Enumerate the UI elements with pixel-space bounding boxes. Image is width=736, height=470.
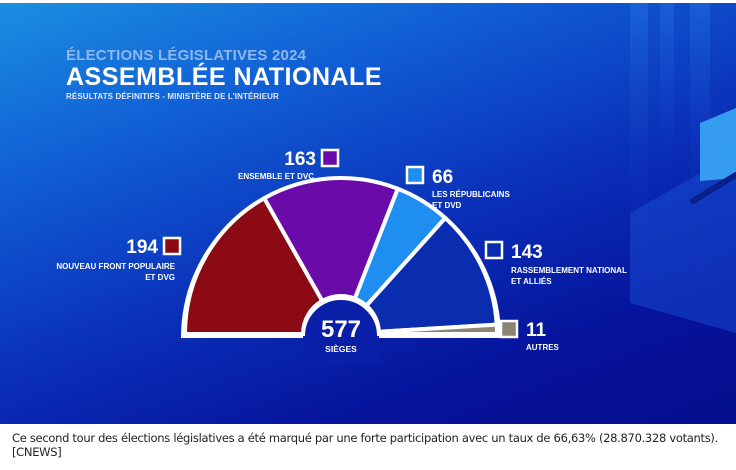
photo-caption: Ce second tour des élections législative… xyxy=(12,431,718,459)
header-title: ASSEMBLÉE NATIONALE xyxy=(66,63,382,91)
hub-outline xyxy=(301,296,381,337)
legend-swatch xyxy=(484,240,504,260)
legend-swatch xyxy=(162,236,182,256)
party-name-label: ET DVG xyxy=(145,273,175,282)
legend-item-ensemble-et-dvc: 163 ENSEMBLE ET DVC xyxy=(238,148,340,181)
party-name-label: AUTRES xyxy=(526,343,560,352)
legend-item-autres: 11 AUTRES xyxy=(499,319,560,352)
total-badge: 577 SIÈGES xyxy=(321,316,361,354)
hemicycle-chart: 194 NOUVEAU FRONT POPULAIRE ET DVG 163 ENSEM… xyxy=(56,148,627,364)
legend-swatch xyxy=(405,165,425,185)
legend-swatch xyxy=(320,148,340,168)
total-seats-value: 577 xyxy=(321,316,361,343)
ballot-box-illustration xyxy=(630,3,736,333)
party-name-label: RASSEMBLEMENT NATIONAL xyxy=(511,266,627,275)
seat-count-label: 66 xyxy=(432,167,453,188)
party-name-label: LES RÉPUBLICAINS xyxy=(432,190,510,199)
header-supertitle: ÉLECTIONS LÉGISLATIVES 2024 xyxy=(66,47,307,64)
infographic: ÉLECTIONS LÉGISLATIVES 2024 ASSEMBLÉE NA… xyxy=(0,3,736,424)
legend-item-les-republicains-et-dvd: 66 LES RÉPUBLICAINS ET DVD xyxy=(405,165,510,210)
hemicycle-hub xyxy=(303,298,379,364)
seat-count-label: 143 xyxy=(511,242,543,263)
legend-swatch xyxy=(499,319,519,339)
header-subtitle: RÉSULTATS DÉFINITIFS - MINISTÈRE DE L'IN… xyxy=(66,92,279,101)
legend-item-rassemblement-national-et-allies: 143 RASSEMBLEMENT NATIONAL ET ALLIÉS xyxy=(484,240,627,286)
legend-item-nouveau-front-populaire-et-dvg: 194 NOUVEAU FRONT POPULAIRE ET DVG xyxy=(56,236,182,282)
seat-count-label: 194 xyxy=(126,237,158,258)
party-name-label: ENSEMBLE ET DVC xyxy=(238,172,314,181)
total-seats-label: SIÈGES xyxy=(325,344,357,354)
seat-count-label: 11 xyxy=(526,320,547,341)
party-name-label: NOUVEAU FRONT POPULAIRE xyxy=(56,262,175,271)
party-name-label: ET DVD xyxy=(432,201,462,210)
party-name-label: ET ALLIÉS xyxy=(511,277,552,286)
seat-count-label: 163 xyxy=(284,149,316,170)
